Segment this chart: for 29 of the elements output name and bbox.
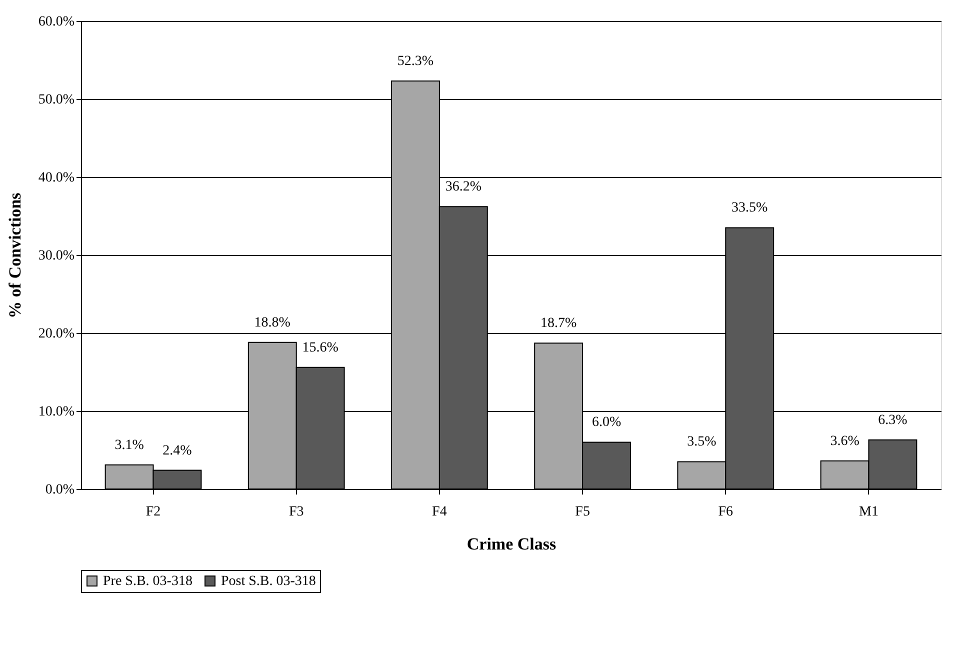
data-label: 2.4% — [162, 443, 192, 458]
x-tick-label: M1 — [859, 504, 878, 520]
data-label: 3.1% — [114, 438, 144, 453]
data-label: 36.2% — [445, 180, 482, 195]
data-label: 33.5% — [732, 200, 768, 216]
data-label: 6.3% — [878, 412, 908, 428]
data-label: 6.0% — [592, 415, 622, 430]
y-tick-label: 30.0% — [38, 248, 75, 264]
legend-label: Pre S.B. 03-318 — [103, 574, 192, 589]
data-label: 3.5% — [687, 434, 717, 450]
x-tick-label: F5 — [575, 504, 590, 520]
data-label: 15.6% — [302, 340, 339, 356]
y-tick-label: 50.0% — [38, 92, 75, 108]
data-label: 52.3% — [397, 54, 434, 70]
data-label: 18.7% — [540, 316, 577, 332]
x-axis-title: Crime Class — [466, 534, 556, 554]
x-tick-label: F2 — [146, 504, 161, 520]
y-tick-label: 10.0% — [38, 404, 75, 420]
x-tick-label: F6 — [718, 504, 734, 520]
x-tick-label: F4 — [432, 504, 447, 520]
y-tick-label: 40.0% — [38, 170, 75, 186]
legend-label: Post S.B. 03-318 — [221, 574, 316, 589]
data-label: 18.8% — [254, 315, 291, 330]
y-axis-title: % of Convictions — [5, 192, 24, 318]
y-tick-label: 20.0% — [38, 326, 75, 342]
y-tick-label: 60.0% — [38, 14, 75, 30]
data-label: 3.6% — [830, 434, 860, 449]
x-tick-label: F3 — [288, 504, 304, 520]
y-tick-label: 0.0% — [45, 482, 75, 498]
